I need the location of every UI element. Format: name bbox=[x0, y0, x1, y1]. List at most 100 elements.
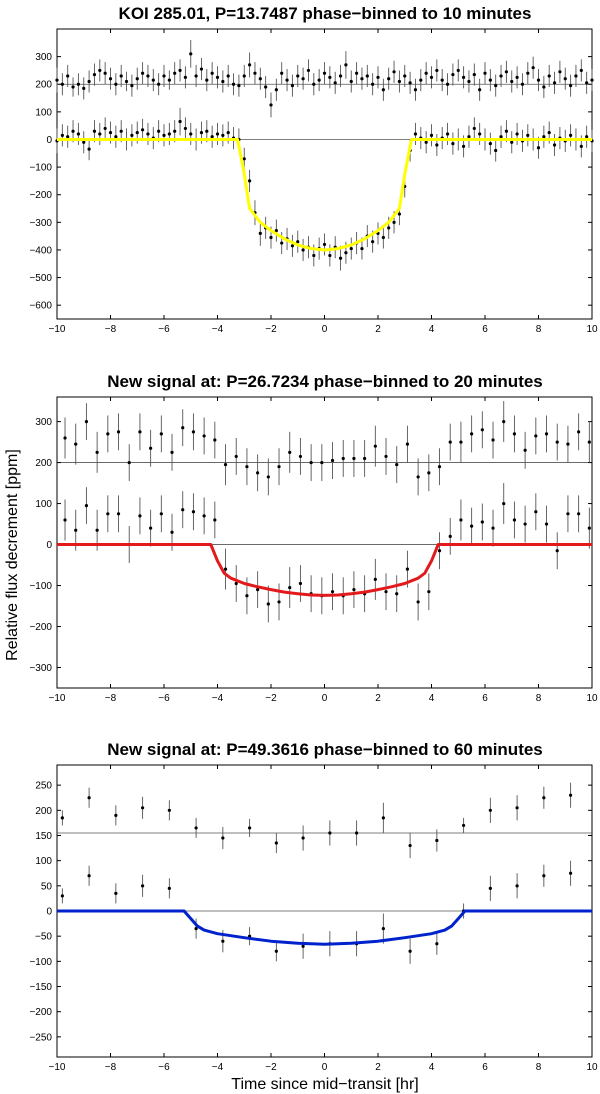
data-point bbox=[579, 144, 583, 148]
y-tick-label: 0 bbox=[46, 135, 52, 146]
data-point bbox=[512, 432, 517, 436]
data-point bbox=[194, 74, 198, 78]
data-point bbox=[408, 949, 412, 953]
data-point bbox=[371, 82, 375, 86]
data-point bbox=[352, 456, 356, 461]
data-point bbox=[408, 81, 412, 85]
data-point bbox=[248, 63, 252, 67]
data-point bbox=[440, 78, 444, 82]
data-point bbox=[226, 74, 230, 78]
y-tick-label: 200 bbox=[35, 806, 52, 817]
data-point bbox=[552, 143, 557, 147]
data-point bbox=[146, 74, 150, 78]
y-tick-label: −300 bbox=[29, 663, 52, 674]
x-tick-label: 2 bbox=[375, 324, 381, 335]
data-point bbox=[266, 602, 270, 606]
data-point bbox=[499, 74, 503, 78]
data-point bbox=[579, 68, 583, 73]
data-point bbox=[114, 82, 118, 86]
data-point bbox=[114, 813, 118, 817]
data-point bbox=[114, 891, 118, 895]
data-point bbox=[277, 465, 281, 469]
data-series bbox=[55, 40, 594, 118]
data-point bbox=[178, 68, 182, 73]
data-point bbox=[106, 432, 110, 436]
x-tick-label: −6 bbox=[158, 693, 170, 704]
data-point bbox=[480, 428, 484, 432]
data-point bbox=[74, 442, 78, 446]
data-point bbox=[435, 838, 439, 843]
data-point bbox=[301, 77, 305, 81]
data-point bbox=[510, 140, 514, 144]
data-point bbox=[577, 430, 581, 434]
data-point bbox=[194, 826, 198, 830]
x-tick-label: −10 bbox=[49, 324, 66, 335]
data-point bbox=[384, 590, 388, 594]
data-point bbox=[248, 826, 252, 830]
data-point bbox=[534, 434, 538, 438]
y-tick-label: 100 bbox=[35, 856, 52, 867]
data-point bbox=[191, 510, 196, 514]
x-tick-label: 0 bbox=[322, 1062, 328, 1073]
data-point bbox=[349, 79, 353, 84]
x-tick-label: −2 bbox=[265, 693, 277, 704]
data-point bbox=[566, 512, 570, 516]
data-point bbox=[338, 256, 343, 260]
data-point bbox=[330, 458, 335, 463]
data-point bbox=[119, 129, 123, 133]
data-point bbox=[376, 75, 380, 79]
y-tick-label: 250 bbox=[35, 781, 52, 792]
data-point bbox=[76, 82, 80, 86]
data-point bbox=[510, 79, 514, 84]
data-point bbox=[437, 465, 442, 469]
y-tick-label: −250 bbox=[29, 1032, 52, 1043]
data-point bbox=[520, 82, 525, 86]
y-tick-label: 300 bbox=[35, 52, 52, 63]
x-axis-label: Time since mid−transit [hr] bbox=[231, 1076, 418, 1093]
data-point bbox=[274, 841, 278, 845]
data-point bbox=[320, 460, 324, 465]
y-tick-label: −100 bbox=[29, 581, 52, 592]
data-point bbox=[381, 88, 385, 92]
data-series bbox=[63, 401, 591, 496]
data-point bbox=[483, 71, 487, 75]
data-point bbox=[330, 590, 335, 594]
data-point bbox=[381, 235, 385, 240]
data-point bbox=[462, 823, 466, 828]
panel-title: KOI 285.01, P=13.7487 phase−binned to 10… bbox=[119, 4, 532, 23]
data-point bbox=[344, 251, 348, 255]
y-tick-label: −500 bbox=[29, 273, 52, 284]
data-point bbox=[467, 79, 471, 84]
x-tick-label: −4 bbox=[212, 324, 224, 335]
y-tick-label: −400 bbox=[29, 245, 52, 256]
data-point bbox=[149, 446, 153, 450]
x-tick-label: 6 bbox=[482, 324, 488, 335]
data-point bbox=[298, 454, 303, 459]
x-tick-label: −10 bbox=[49, 1062, 66, 1073]
data-point bbox=[405, 567, 410, 571]
data-point bbox=[536, 146, 541, 150]
data-point bbox=[395, 592, 399, 596]
data-point bbox=[526, 133, 530, 137]
data-point bbox=[274, 949, 278, 953]
data-point bbox=[178, 119, 182, 124]
data-point bbox=[352, 588, 356, 592]
data-point bbox=[470, 432, 474, 436]
data-point bbox=[416, 600, 420, 604]
data-point bbox=[258, 231, 262, 235]
data-point bbox=[459, 518, 463, 522]
data-series bbox=[60, 860, 573, 964]
data-point bbox=[141, 128, 145, 132]
data-point bbox=[322, 242, 327, 247]
data-point bbox=[456, 68, 460, 73]
data-point bbox=[587, 440, 591, 444]
y-tick-label: 150 bbox=[35, 831, 52, 842]
data-point bbox=[202, 514, 206, 518]
data-point bbox=[373, 444, 377, 448]
x-tick-label: −8 bbox=[105, 1062, 117, 1073]
data-point bbox=[467, 135, 471, 139]
data-point bbox=[159, 512, 163, 516]
data-point bbox=[167, 78, 171, 82]
data-point bbox=[173, 129, 177, 133]
data-point bbox=[127, 460, 131, 465]
